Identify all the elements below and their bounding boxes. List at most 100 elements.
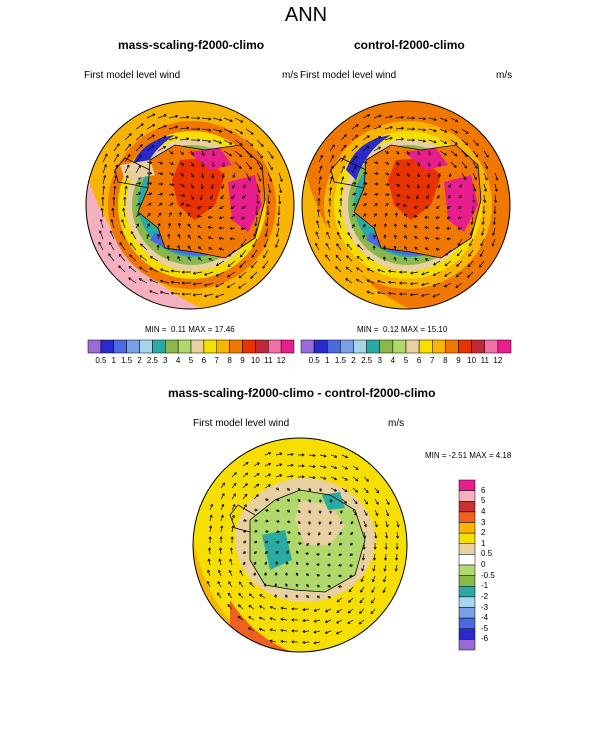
colorbar2-swatch <box>405 339 420 354</box>
panel1-max-label: MAX = <box>188 325 213 334</box>
colorbar3-tick-label: 2 <box>481 528 486 538</box>
colorbar3-tick-label: -0.5 <box>481 570 495 580</box>
panel3-minmax: MIN = -2.51 MAX = 4.18 <box>425 451 511 460</box>
colorbar-difference <box>458 479 476 651</box>
colorbar3-swatch <box>458 511 476 523</box>
colorbar1-swatch <box>126 339 140 354</box>
colorbar3-tick-label: -6 <box>481 634 489 644</box>
colorbar3-swatch <box>458 596 476 608</box>
colorbar1-tick-label: 5 <box>188 356 194 365</box>
panel3-units: m/s <box>388 418 405 429</box>
colorbar2-tick-label: 11 <box>480 356 489 365</box>
colorbar2-swatch <box>418 339 433 354</box>
colorbar2-tick-label: 6 <box>416 356 422 365</box>
colorbar3-tick-label: -5 <box>481 623 489 633</box>
panel2-min-label: MIN = <box>357 325 379 334</box>
colorbar3-swatch <box>458 543 476 555</box>
colorbar1-tick-label: 2 <box>137 356 142 365</box>
colorbar2-swatch <box>445 339 459 354</box>
colorbar2-tick-label: 7 <box>430 356 435 365</box>
colorbar1-tick-label: 9 <box>240 356 245 365</box>
colorbar2-swatch <box>379 339 394 354</box>
panel2-min-value: 0.12 <box>383 325 399 334</box>
colorbar3-tick-label: -3 <box>481 602 489 612</box>
colorbar1-swatch <box>165 339 179 354</box>
colorbar3-swatch <box>458 490 476 502</box>
colorbar1-swatch <box>255 339 269 354</box>
colorbar2-tick-label: 12 <box>493 356 503 365</box>
map-difference <box>192 437 408 653</box>
panel1-field-label: First model level wind <box>84 70 181 81</box>
colorbar3-swatch <box>458 607 476 619</box>
colorbar2-tick-label: 1 <box>325 356 330 365</box>
colorbar2-swatch <box>484 339 499 354</box>
colorbar3-swatch <box>458 479 476 491</box>
panel1-min-value: 0.11 <box>171 325 186 334</box>
colorbar2-swatch <box>327 339 341 354</box>
panel3-title: mass-scaling-f2000-climo - control-f2000… <box>168 386 436 400</box>
colorbar3-tick-label: -4 <box>481 613 489 623</box>
colorbar2-tick-label: 5 <box>403 356 409 365</box>
panel1-max-value: 17.46 <box>214 325 235 334</box>
colorbar3-swatch <box>458 522 476 534</box>
colorbar3-tick-label: 4 <box>481 506 486 516</box>
colorbar1-tick-label: 2.5 <box>146 356 158 365</box>
colorbar1-swatch <box>113 339 127 354</box>
colorbar2-tick-label: 2 <box>351 356 356 365</box>
colorbar1-swatch <box>268 339 282 354</box>
colorbar1-swatch <box>203 339 217 354</box>
panel1-units: m/s <box>282 70 299 81</box>
panel3-field-label: First model level wind <box>193 418 290 429</box>
colorbar2-swatch <box>353 339 367 354</box>
colorbar3-swatch <box>458 628 476 640</box>
panel3-max-label: MAX = <box>469 451 494 460</box>
colorbar2-swatch <box>458 339 472 354</box>
panel2-max-value: 15.10 <box>427 325 448 334</box>
colorbar2-swatch <box>432 339 446 354</box>
panel3-max-value: 4.18 <box>495 451 512 460</box>
colorbar1-swatch <box>229 339 243 354</box>
colorbar3-swatch <box>458 564 476 576</box>
colorbar1-swatch <box>152 339 166 354</box>
colorbar2-swatch <box>392 339 407 354</box>
map-control <box>301 100 511 310</box>
colorbar2-swatch <box>300 339 315 354</box>
panel1-min-label: MIN = <box>145 325 167 334</box>
colorbar3-tick-label: 5 <box>481 496 486 506</box>
colorbar3-swatch <box>458 586 476 598</box>
colorbar2-tick-label: 1.5 <box>334 356 346 365</box>
panel2-max-label: MAX = <box>400 325 426 334</box>
colorbar3-tick-label: -2 <box>481 591 489 601</box>
colorbar1-swatch <box>100 339 114 354</box>
colorbar3-tick-label: 3 <box>481 517 486 527</box>
panel2-minmax: MIN = 0.12 MAX = 15.10 <box>357 325 447 334</box>
panel2-field-label: First model level wind <box>300 70 397 81</box>
panel3-min-value: -2.51 <box>448 451 468 460</box>
colorbar2-swatch <box>471 339 485 354</box>
colorbar3-swatch <box>458 639 476 651</box>
colorbar2-tick-label: 4 <box>390 356 396 365</box>
colorbar1-swatch <box>280 339 295 354</box>
colorbar2-tick-label: 0.5 <box>308 356 320 365</box>
colorbar1-swatch <box>190 339 205 354</box>
colorbar1-tick-label: 6 <box>201 356 207 365</box>
colorbar1-tick-label: 4 <box>175 356 181 365</box>
panel1-minmax: MIN = 0.11 MAX = 17.46 <box>145 325 235 334</box>
colorbar1-tick-label: 1 <box>111 356 116 365</box>
colorbar2-tick-label: 10 <box>467 356 477 365</box>
colorbar3-swatch <box>458 554 476 566</box>
colorbar1-tick-label: 10 <box>250 356 260 365</box>
panel3-min-label: MIN = <box>425 451 447 460</box>
colorbar3-swatch <box>458 532 476 544</box>
colorbar2-tick-label: 2.5 <box>361 356 373 365</box>
colorbar2-tick-label: 3 <box>377 356 382 365</box>
colorbar1-swatch <box>87 339 102 354</box>
colorbar1-swatch <box>242 339 256 354</box>
colorbar1-swatch <box>216 339 230 354</box>
panel2-title: control-f2000-climo <box>354 38 465 52</box>
colorbar1-tick-label: 12 <box>276 356 286 365</box>
colorbar3-tick-label: 0 <box>481 560 486 569</box>
wind-vectors <box>98 113 499 645</box>
colorbar1-swatch <box>139 339 153 354</box>
colorbar1-tick-label: 1.5 <box>121 356 133 365</box>
